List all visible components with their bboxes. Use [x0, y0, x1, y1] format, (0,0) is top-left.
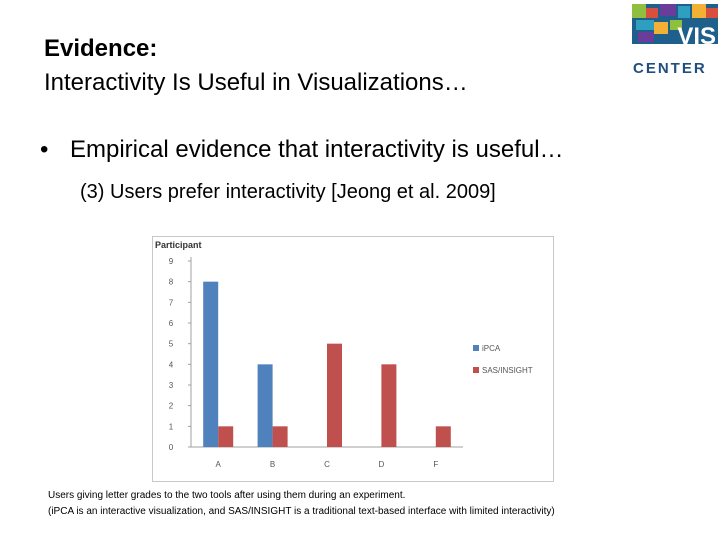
y-tick-label: 3: [169, 381, 174, 390]
y-tick-label: 6: [169, 319, 174, 328]
legend-label: SAS/INSIGHT: [482, 366, 533, 375]
bar-sas-insight-a: [218, 426, 234, 447]
y-axis-label: Participant: [155, 240, 202, 250]
x-tick-label: C: [324, 460, 330, 469]
sub-point: (3) Users prefer interactivity [Jeong et…: [80, 181, 496, 203]
y-tick-label: 4: [169, 360, 174, 369]
slide-title: Evidence: Interactivity Is Useful in Vis…: [44, 32, 468, 100]
bar-ipca-a: [203, 281, 219, 447]
bullet-text: Empirical evidence that interactivity is…: [70, 136, 564, 163]
y-tick-label: 9: [169, 257, 174, 266]
legend-swatch-sas-insight: [473, 367, 479, 373]
vis-center-logo: VIS CENTER: [632, 4, 718, 77]
caption-line-2: (iPCA is an interactive visualization, a…: [48, 506, 555, 517]
caption-line-1: Users giving letter grades to the two to…: [48, 490, 406, 501]
bar-sas-insight-f: [435, 426, 451, 447]
logo-text-top: VIS: [677, 23, 716, 50]
title-line-1: Evidence:: [44, 35, 158, 62]
logo-text-bottom: CENTER: [633, 60, 707, 76]
bar-sas-insight-b: [272, 426, 288, 447]
bar-sas-insight-c: [327, 343, 342, 447]
bullet-dot: •: [40, 136, 49, 163]
bar-sas-insight-d: [381, 364, 397, 447]
y-tick-label: 8: [169, 278, 174, 287]
y-tick-label: 1: [169, 422, 174, 431]
legend-swatch-ipca: [473, 345, 479, 351]
x-tick-label: D: [379, 460, 385, 469]
title-line-2: Interactivity Is Useful in Visualization…: [44, 69, 468, 96]
bar-ipca-b: [257, 364, 273, 447]
y-tick-label: 0: [169, 443, 174, 452]
x-tick-label: F: [433, 460, 438, 469]
figure-caption: Users giving letter grades to the two to…: [48, 488, 555, 520]
bullet-point: • Empirical evidence that interactivity i…: [40, 134, 564, 166]
y-tick-label: 2: [169, 402, 174, 411]
y-tick-label: 7: [169, 298, 174, 307]
y-tick-label: 5: [169, 340, 174, 349]
x-tick-label: B: [270, 460, 275, 469]
legend-label: iPCA: [482, 344, 501, 353]
x-tick-label: A: [216, 460, 222, 469]
